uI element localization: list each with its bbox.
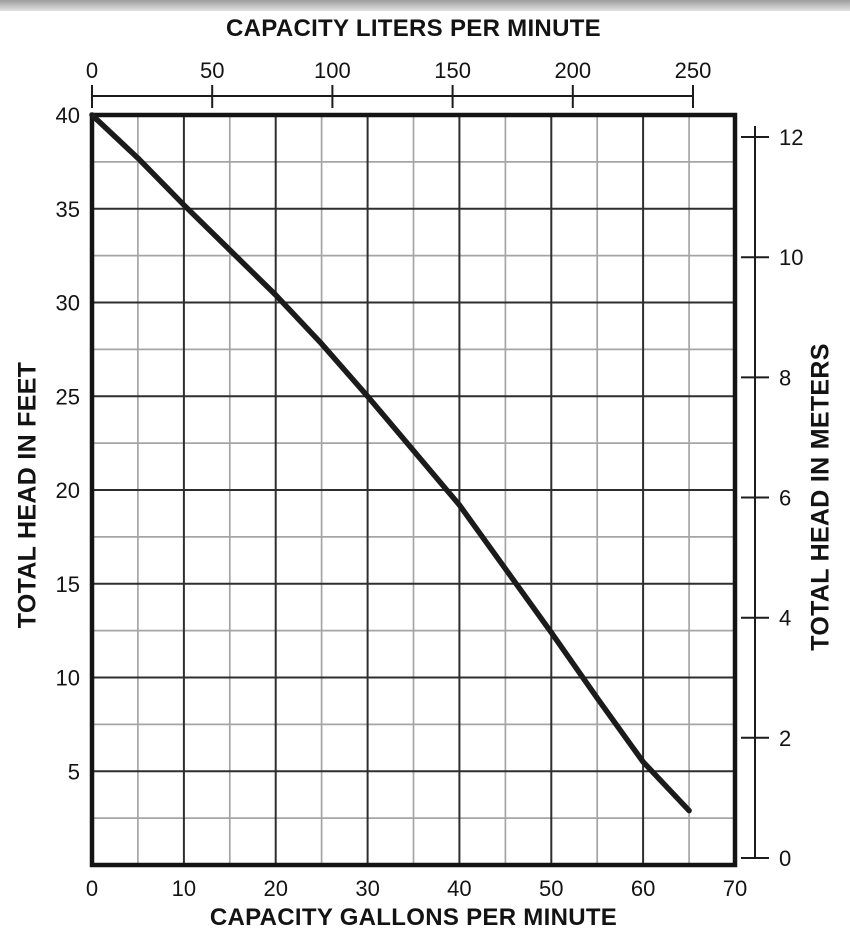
gpm-tick-label: 50 xyxy=(539,876,563,901)
lpm-tick-label: 50 xyxy=(200,58,224,83)
lpm-tick-label: 250 xyxy=(675,58,712,83)
meters-tick-label: 8 xyxy=(779,365,791,390)
feet-tick-label: 25 xyxy=(56,384,80,409)
gpm-tick-label: 60 xyxy=(631,876,655,901)
feet-tick-label: 40 xyxy=(56,103,80,128)
gpm-tick-label: 20 xyxy=(263,876,287,901)
feet-tick-label: 10 xyxy=(56,666,80,691)
plot-border xyxy=(89,112,738,868)
gpm-tick-label: 10 xyxy=(172,876,196,901)
gpm-tick-label: 30 xyxy=(355,876,379,901)
lpm-tick-label: 150 xyxy=(434,58,471,83)
meters-tick-label: 2 xyxy=(779,726,791,751)
meters-tick-label: 4 xyxy=(779,606,791,631)
lpm-tick-label: 0 xyxy=(86,58,98,83)
top-axis-title: CAPACITY LITERS PER MINUTE xyxy=(226,15,601,42)
gpm-tick-label: 40 xyxy=(447,876,471,901)
meters-tick-label: 6 xyxy=(779,486,791,511)
feet-tick-label: 35 xyxy=(56,197,80,222)
page-top-edge xyxy=(0,0,850,11)
feet-tick-label: 20 xyxy=(56,478,80,503)
gpm-tick-label: 0 xyxy=(86,876,98,901)
meters-tick-label: 10 xyxy=(779,245,803,270)
lpm-tick-label: 200 xyxy=(554,58,591,83)
pump-head-capacity-curve xyxy=(89,112,692,814)
feet-tick-label: 5 xyxy=(68,759,80,784)
bottom-axis-title: CAPACITY GALLONS PER MINUTE xyxy=(209,904,618,931)
gpm-tick-label: 70 xyxy=(723,876,747,901)
meters-tick-label: 12 xyxy=(779,125,803,150)
feet-tick-label: 15 xyxy=(56,572,80,597)
feet-tick-label: 30 xyxy=(56,291,80,316)
lpm-tick-label: 100 xyxy=(314,58,351,83)
meters-tick-label: 0 xyxy=(779,846,791,871)
